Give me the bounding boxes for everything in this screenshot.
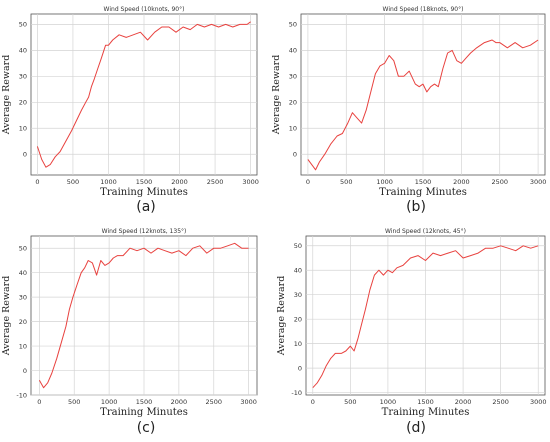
y-tick-label-b: 20 xyxy=(289,99,297,107)
x-axis-label-c: Training Minutes xyxy=(100,407,188,418)
y-tick-label-d: 0 xyxy=(298,364,302,372)
x-tick-label-c: 2000 xyxy=(171,398,188,406)
x-tick-label-c: 500 xyxy=(68,398,80,406)
x-tick-label-c: 0 xyxy=(37,398,41,406)
chart-title-c: Wind Speed (12knots, 135°) xyxy=(102,228,187,235)
caption-b: (b) xyxy=(406,199,426,215)
x-tick-label-d: 1500 xyxy=(417,398,434,406)
reward-line-c xyxy=(38,242,249,389)
y-axis-label-a: Average Reward xyxy=(1,55,12,136)
x-tick-label-d: 2500 xyxy=(492,398,509,406)
caption-a: (a) xyxy=(136,199,156,215)
x-axis-label-d: Training Minutes xyxy=(382,407,470,418)
x-tick-label-a: 2000 xyxy=(171,178,188,186)
x-tick-label-d: 3000 xyxy=(530,398,547,406)
y-tick-label-b: 50 xyxy=(289,21,297,29)
x-tick-label-d: 2000 xyxy=(455,398,472,406)
y-tick-label-d: -10 xyxy=(291,389,302,397)
reward-line-d xyxy=(312,245,539,389)
x-tick-label-b: 500 xyxy=(340,178,352,186)
x-tick-label-a: 1000 xyxy=(100,178,117,186)
x-tick-label-a: 500 xyxy=(67,178,79,186)
y-tick-label-a: 40 xyxy=(19,47,27,55)
y-tick-label-a: 0 xyxy=(23,151,27,159)
x-tick-label-d: 0 xyxy=(311,398,315,406)
y-tick-label-a: 20 xyxy=(19,99,27,107)
caption-c: (c) xyxy=(136,420,156,436)
x-tick-label-a: 2500 xyxy=(207,178,224,186)
x-axis-label-a: Training Minutes xyxy=(100,187,188,198)
x-tick-label-c: 3000 xyxy=(240,398,257,406)
y-tick-label-c: 30 xyxy=(19,293,27,301)
y-tick-label-c: 40 xyxy=(19,269,27,277)
x-tick-label-c: 2500 xyxy=(205,398,222,406)
y-tick-label-c: 50 xyxy=(19,245,27,253)
x-tick-label-b: 1500 xyxy=(415,178,432,186)
y-tick-label-a: 10 xyxy=(19,125,27,133)
y-tick-label-d: 50 xyxy=(294,242,302,250)
x-tick-label-a: 0 xyxy=(35,178,39,186)
y-tick-label-b: 30 xyxy=(289,73,297,81)
y-tick-label-a: 30 xyxy=(19,73,27,81)
y-tick-label-c: 10 xyxy=(19,342,27,350)
x-axis-label-b: Training Minutes xyxy=(379,187,467,198)
x-tick-label-b: 2500 xyxy=(491,178,508,186)
caption-d: (d) xyxy=(406,420,426,436)
y-tick-label-b: 40 xyxy=(289,47,297,55)
y-tick-label-c: 0 xyxy=(23,367,27,375)
reward-line-b xyxy=(307,39,539,171)
chart-a: 0 500 1000 1500 2000 2500 3000 0 10 20 30 40 50 Wind … xyxy=(1,6,259,198)
x-tick-label-b: 1000 xyxy=(376,178,393,186)
x-tick-label-d: 1000 xyxy=(380,398,397,406)
y-tick-label-d: 40 xyxy=(294,267,302,275)
y-tick-label-a: 50 xyxy=(19,21,27,29)
y-axis-label-c: Average Reward xyxy=(1,276,12,357)
y-tick-label-b: 10 xyxy=(289,125,297,133)
y-tick-label-b: 0 xyxy=(293,151,297,159)
y-tick-label-d: 20 xyxy=(294,315,302,323)
x-tick-label-c: 1500 xyxy=(136,398,153,406)
chart-title-d: Wind Speed (12knots, 45°) xyxy=(385,228,466,235)
x-tick-label-a: 1500 xyxy=(136,178,153,186)
y-tick-label-d: 10 xyxy=(294,340,302,348)
x-tick-label-d: 500 xyxy=(344,398,356,406)
chart-title-b: Wind Speed (18knots, 90°) xyxy=(383,6,464,13)
x-tick-label-b: 3000 xyxy=(530,178,547,186)
reward-line-a xyxy=(36,21,251,168)
x-tick-label-a: 3000 xyxy=(242,178,259,186)
chart-b: 0 500 1000 1500 2000 2500 3000 0 10 20 30 40 50 Wind … xyxy=(271,6,546,198)
x-tick-label-b: 0 xyxy=(306,178,310,186)
y-axis-label-d: Average Reward xyxy=(276,276,287,357)
chart-c: 0 500 1000 1500 2000 2500 3000 -10 0 10 20 30 40 50 Wi… xyxy=(1,228,258,418)
y-axis-label-b: Average Reward xyxy=(271,55,282,136)
chart-d: 0 500 1000 1500 2000 2500 3000 -10 0 10 20 30 40 50 Wi… xyxy=(276,228,547,418)
chart-title-a: Wind Speed (10knots, 90°) xyxy=(104,6,185,13)
y-tick-label-c: 20 xyxy=(19,318,27,326)
x-tick-label-b: 2000 xyxy=(453,178,470,186)
y-tick-label-c: -10 xyxy=(16,391,27,399)
y-tick-label-d: 30 xyxy=(294,291,302,299)
x-tick-label-c: 1000 xyxy=(101,398,118,406)
